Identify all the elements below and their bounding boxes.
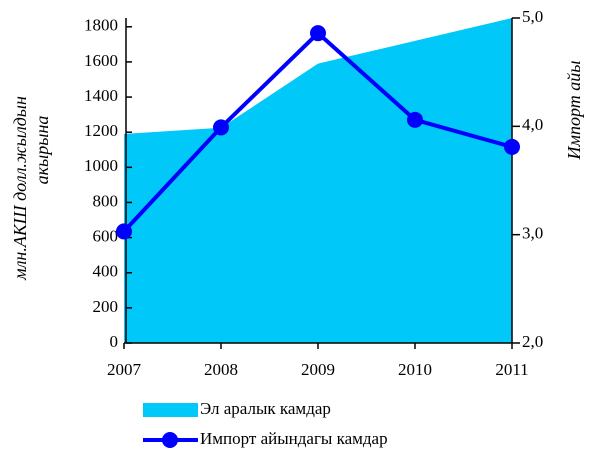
y2-axis-label: Импорт айы [564, 61, 584, 161]
y-tick-label: 800 [93, 191, 119, 210]
legend-label: Эл аралык камдар [200, 399, 331, 418]
x-tick-label: 2009 [301, 360, 335, 379]
x-tick-label: 2011 [495, 360, 528, 379]
y-tick-label: 1800 [84, 16, 118, 35]
y2-tick-label: 5,0 [522, 7, 543, 26]
marker [407, 111, 423, 128]
marker [116, 223, 132, 240]
y-tick-label: 1000 [84, 156, 118, 175]
y2-tick-label: 3,0 [522, 224, 543, 243]
y2-tick-label: 2,0 [522, 332, 543, 351]
area [124, 18, 512, 343]
y-axis-label: акырына [32, 116, 52, 185]
x-tick-label: 2008 [204, 360, 238, 379]
y-tick-label: 400 [93, 262, 119, 281]
y-axis-label: млн.АКШ долл.жылдын [10, 96, 30, 281]
marker [504, 138, 520, 155]
y-tick-label: 1600 [84, 51, 118, 70]
y-tick-label: 1400 [84, 86, 118, 105]
y-tick-label: 0 [110, 332, 119, 351]
legend-marker [162, 432, 178, 448]
y2-tick-label: 4,0 [522, 115, 543, 134]
marker [310, 25, 326, 42]
legend-swatch [143, 403, 198, 417]
y-tick-label: 600 [93, 227, 119, 246]
x-tick-label: 2007 [107, 360, 142, 379]
marker [213, 119, 229, 136]
x-tick-label: 2010 [398, 360, 432, 379]
legend-label: Импорт айындагы камдар [200, 429, 388, 448]
y-tick-label: 200 [93, 297, 119, 316]
y-tick-label: 1200 [84, 121, 118, 140]
